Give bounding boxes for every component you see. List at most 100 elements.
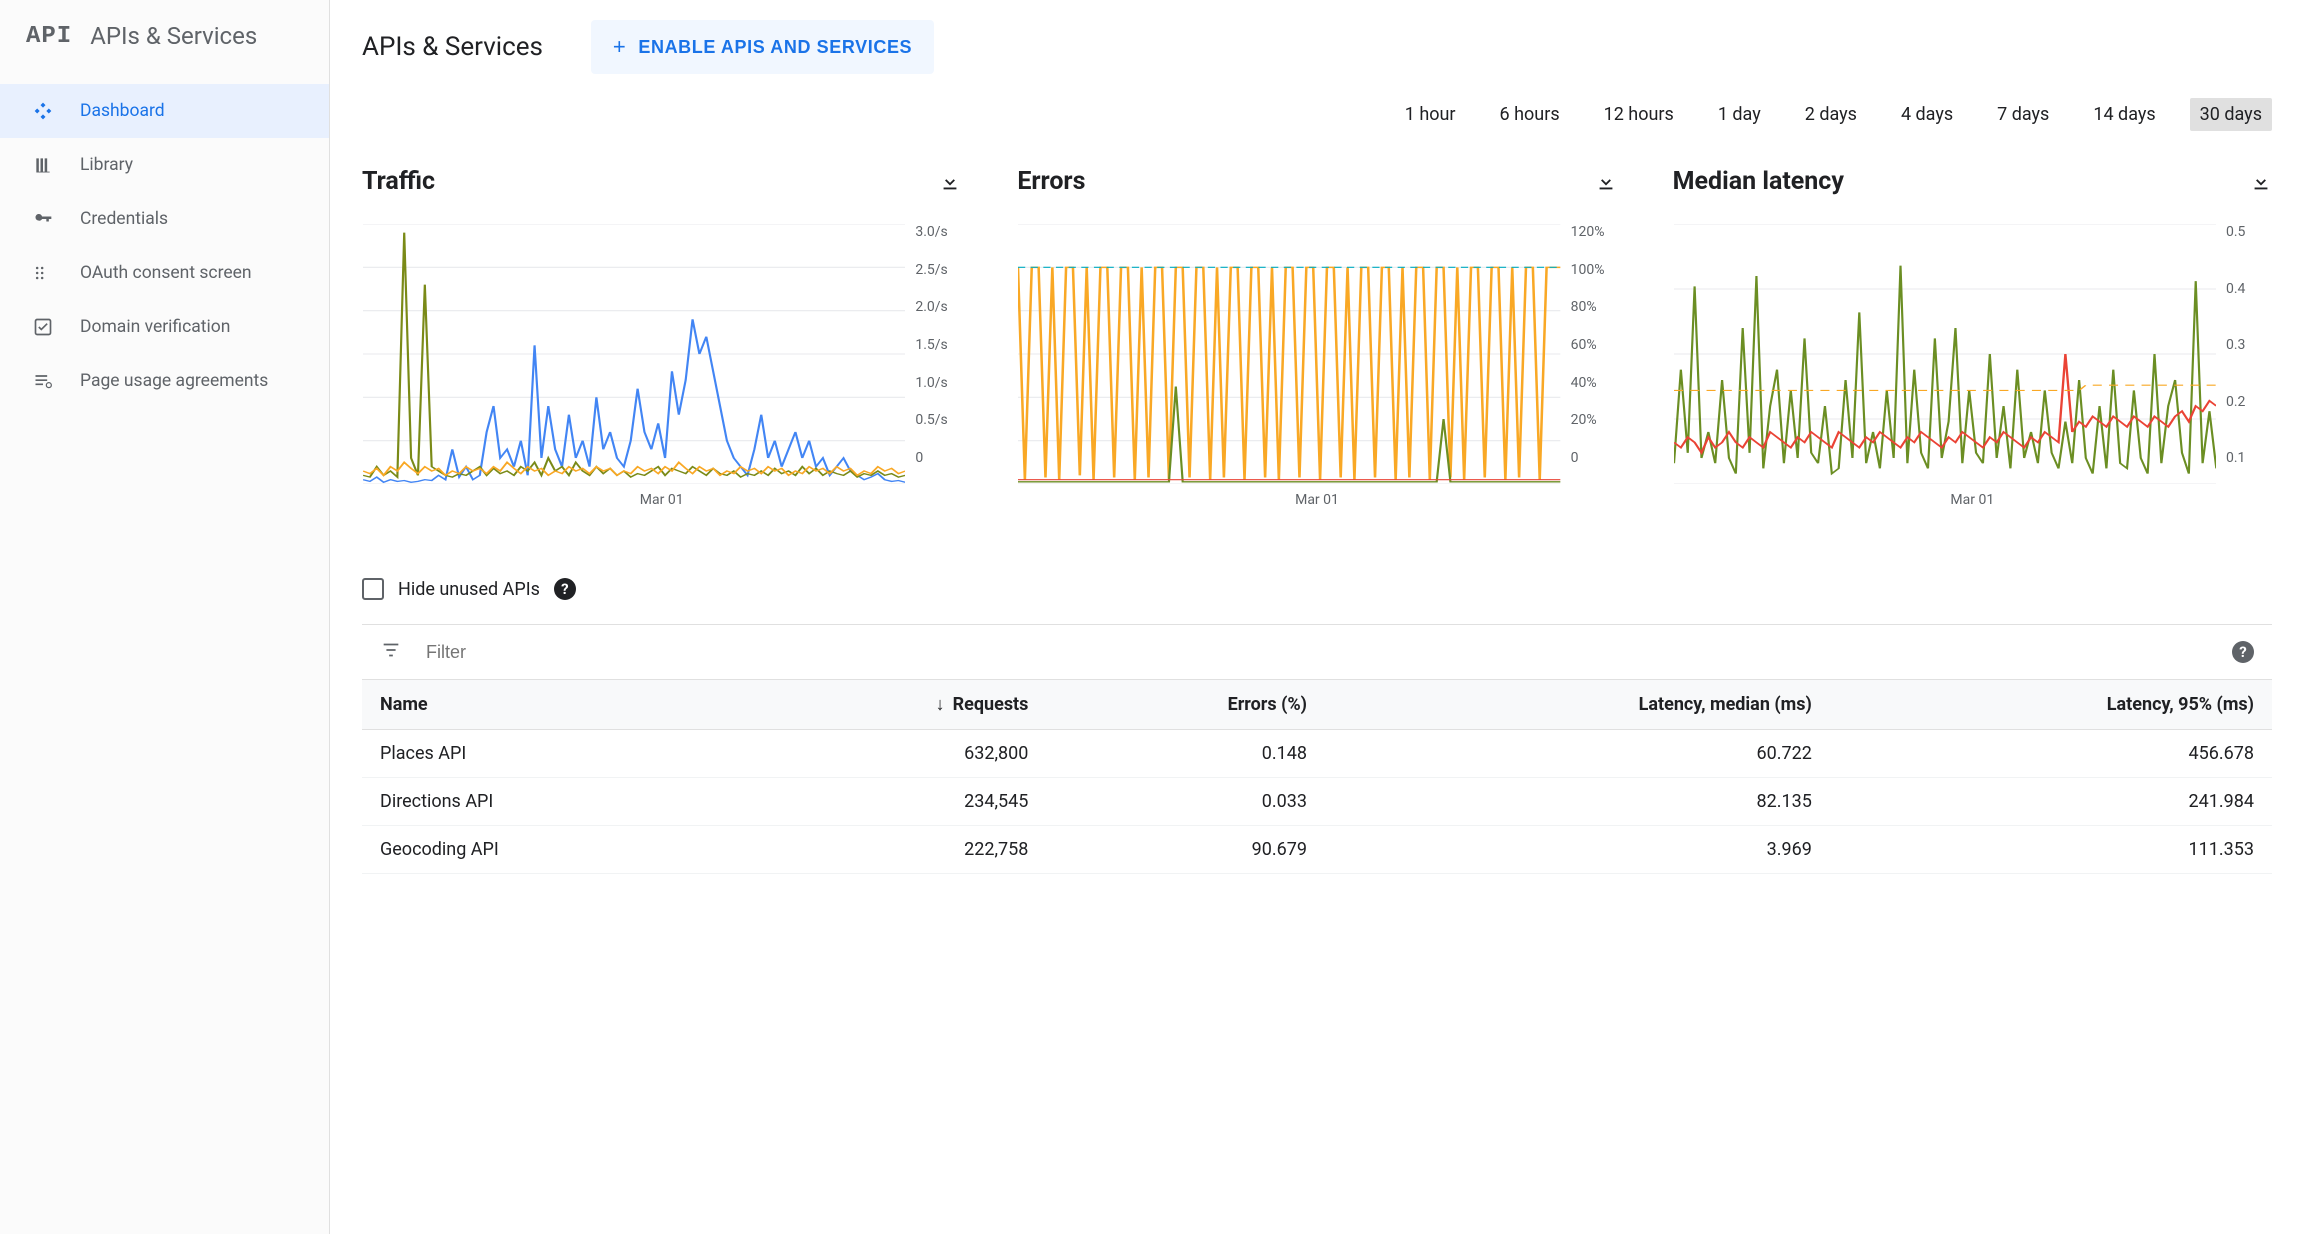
plus-icon: +	[613, 34, 626, 60]
time-range-option[interactable]: 1 day	[1708, 98, 1771, 131]
sidebar-item-page-usage-agreements[interactable]: Page usage agreements	[0, 354, 329, 408]
latency-chart: Median latency 0.5 0.4 0.3 0.2 0.1 Mar 01	[1673, 167, 2272, 508]
check-square-icon	[32, 316, 54, 338]
errors-plot[interactable]	[1017, 224, 1560, 484]
table-cell: 0.033	[1046, 778, 1325, 826]
traffic-xaxis: Mar 01	[362, 492, 961, 508]
time-range-option[interactable]: 14 days	[2083, 98, 2165, 131]
traffic-yaxis: 3.0/s2.5/s2.0/s1.5/s1.0/s0.5/s0	[905, 224, 961, 484]
sidebar-item-library[interactable]: Library	[0, 138, 329, 192]
table-cell: 241.984	[1830, 778, 2272, 826]
ytick-label: 0	[915, 450, 923, 466]
key-icon	[32, 208, 54, 230]
filter-input[interactable]	[426, 642, 726, 663]
table-cell: 222,758	[736, 826, 1047, 874]
sidebar: API APIs & Services Dashboard Library Cred…	[0, 0, 330, 1234]
sidebar-header: API APIs & Services	[0, 0, 329, 74]
ytick-label: 1.5/s	[915, 337, 947, 353]
table-cell: 632,800	[736, 730, 1047, 778]
download-icon[interactable]	[939, 171, 961, 193]
ytick-label: 0.5/s	[915, 412, 947, 428]
table-cell: 111.353	[1830, 826, 2272, 874]
traffic-chart: Traffic 3.0/s2.5/s2.0/s1.5/s1.0/s0.5/s0 …	[362, 167, 961, 508]
table-cell: 90.679	[1046, 826, 1325, 874]
ytick-label: 0.1	[2226, 450, 2245, 466]
table-col-header[interactable]: ↓Requests	[736, 680, 1047, 730]
table-cell: 60.722	[1325, 730, 1830, 778]
list-gear-icon	[32, 370, 54, 392]
help-icon[interactable]: ?	[2232, 641, 2254, 663]
ytick-label: 20%	[1571, 412, 1597, 428]
time-range-option[interactable]: 12 hours	[1594, 98, 1684, 131]
sidebar-item-label: Library	[80, 155, 133, 175]
ytick-label: 0.2	[2226, 394, 2245, 410]
table-cell: 3.969	[1325, 826, 1830, 874]
table-col-header[interactable]: Name	[362, 680, 736, 730]
time-range-option[interactable]: 6 hours	[1490, 98, 1570, 131]
ytick-label: 2.0/s	[915, 299, 947, 315]
table-row[interactable]: Geocoding API222,75890.6793.969111.353	[362, 826, 2272, 874]
sidebar-title: APIs & Services	[90, 22, 257, 50]
ytick-label: 40%	[1571, 375, 1597, 391]
table-body: Places API632,8000.14860.722456.678Direc…	[362, 730, 2272, 874]
sort-arrow-icon: ↓	[936, 694, 945, 715]
latency-yaxis: 0.5 0.4 0.3 0.2 0.1	[2216, 224, 2272, 484]
diamond-icon	[32, 100, 54, 122]
apis-table: Name↓RequestsErrors (%)Latency, median (…	[362, 679, 2272, 874]
sidebar-item-label: Dashboard	[80, 101, 165, 121]
table-cell: 456.678	[1830, 730, 2272, 778]
latency-xaxis: Mar 01	[1673, 492, 2272, 508]
ytick-label: 120%	[1571, 224, 1605, 240]
enable-apis-label: ENABLE APIS AND SERVICES	[638, 37, 912, 58]
table-cell: 82.135	[1325, 778, 1830, 826]
sidebar-nav: Dashboard Library CredentialsOAuth consent…	[0, 84, 329, 408]
hide-unused-row: Hide unused APIs ?	[362, 578, 2272, 600]
time-range-selector: 1 hour 6 hours 12 hours 1 day 2 days 4 days 7 …	[362, 98, 2272, 131]
traffic-chart-title: Traffic	[362, 167, 435, 196]
filter-icon[interactable]	[380, 639, 402, 665]
page-title: APIs & Services	[362, 32, 543, 62]
sidebar-item-label: Domain verification	[80, 317, 230, 337]
time-range-option[interactable]: 30 days	[2190, 98, 2272, 131]
table-cell: 0.148	[1046, 730, 1325, 778]
table-col-header[interactable]: Latency, median (ms)	[1325, 680, 1830, 730]
library-icon	[32, 154, 54, 176]
time-range-option[interactable]: 1 hour	[1395, 98, 1466, 131]
errors-chart-title: Errors	[1017, 167, 1085, 196]
help-icon[interactable]: ?	[554, 578, 576, 600]
sidebar-item-domain-verification[interactable]: Domain verification	[0, 300, 329, 354]
sidebar-item-oauth-consent-screen[interactable]: OAuth consent screen	[0, 246, 329, 300]
ytick-label: 0.3	[2226, 337, 2245, 353]
download-icon[interactable]	[1595, 171, 1617, 193]
traffic-plot[interactable]	[362, 224, 905, 484]
api-logo: API	[26, 23, 72, 50]
main-content: APIs & Services + ENABLE APIS AND SERVIC…	[330, 0, 2304, 1234]
table-row[interactable]: Directions API234,5450.03382.135241.984	[362, 778, 2272, 826]
sidebar-item-label: Page usage agreements	[80, 371, 268, 391]
ytick-label: 1.0/s	[915, 375, 947, 391]
table-cell: Directions API	[362, 778, 736, 826]
table-cell: Places API	[362, 730, 736, 778]
ytick-label: 0.4	[2226, 281, 2245, 297]
sidebar-item-credentials[interactable]: Credentials	[0, 192, 329, 246]
time-range-option[interactable]: 7 days	[1987, 98, 2059, 131]
table-col-header[interactable]: Errors (%)	[1046, 680, 1325, 730]
table-row[interactable]: Places API632,8000.14860.722456.678	[362, 730, 2272, 778]
hide-unused-label: Hide unused APIs	[398, 579, 540, 600]
time-range-option[interactable]: 2 days	[1795, 98, 1867, 131]
table-header-row: Name↓RequestsErrors (%)Latency, median (…	[362, 680, 2272, 730]
ytick-label: 60%	[1571, 337, 1597, 353]
ytick-label: 0	[1571, 450, 1579, 466]
hide-unused-checkbox[interactable]	[362, 578, 384, 600]
table-col-header[interactable]: Latency, 95% (ms)	[1830, 680, 2272, 730]
ytick-label: 0.5	[2226, 224, 2245, 240]
download-icon[interactable]	[2250, 171, 2272, 193]
sidebar-item-dashboard[interactable]: Dashboard	[0, 84, 329, 138]
time-range-option[interactable]: 4 days	[1891, 98, 1963, 131]
latency-chart-title: Median latency	[1673, 167, 1844, 196]
page-header: APIs & Services + ENABLE APIS AND SERVIC…	[362, 0, 2272, 98]
ytick-label: 100%	[1571, 262, 1605, 278]
charts-row: Traffic 3.0/s2.5/s2.0/s1.5/s1.0/s0.5/s0 …	[362, 167, 2272, 508]
latency-plot[interactable]	[1673, 224, 2216, 484]
enable-apis-button[interactable]: + ENABLE APIS AND SERVICES	[591, 20, 934, 74]
